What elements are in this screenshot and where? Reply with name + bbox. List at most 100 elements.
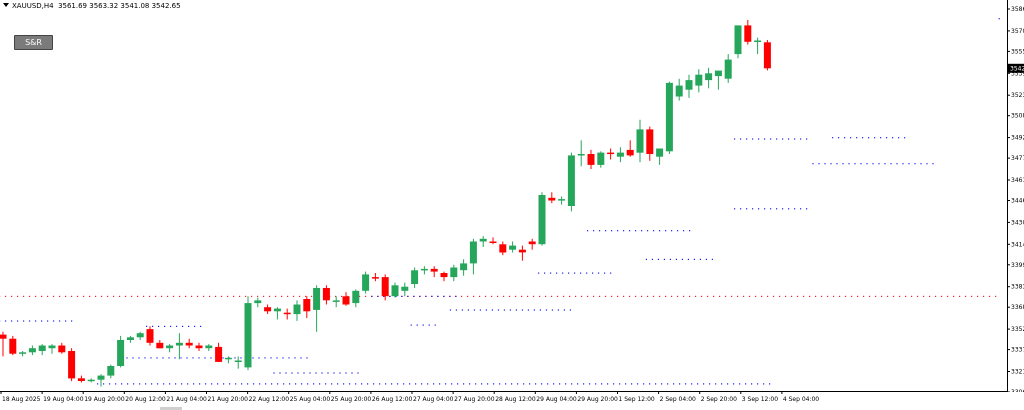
support-level: [410, 324, 436, 326]
candle: [754, 37, 762, 55]
candle: [283, 308, 291, 320]
time-tick-label: 28 Aug 12:00: [495, 396, 536, 403]
time-axis: 18 Aug 2025 19 Aug 04:00 19 Aug 20:00 20 Au…: [0, 391, 1007, 410]
candle: [234, 356, 242, 369]
current-price-marker: 3542: [1008, 63, 1024, 73]
support-level: [812, 163, 934, 165]
time-tick-label: 2 Sep 20:00: [701, 396, 737, 403]
time-tick-label: 19 Aug 20:00: [84, 396, 125, 403]
support-level: [449, 309, 571, 311]
candle: [322, 285, 330, 305]
candle: [303, 296, 311, 319]
candle: [244, 296, 252, 371]
candle: [38, 344, 46, 356]
price-tick-label: 3555: [1011, 48, 1024, 55]
candle: [352, 289, 360, 308]
candle: [734, 25, 742, 59]
symbol-timeframe: XAUUSD,H4: [12, 2, 54, 10]
time-tick-label: 20 Aug 12:00: [125, 396, 166, 403]
chart-area[interactable]: XAUUSD,H4 3561.69 3563.32 3541.08 3542.6…: [0, 0, 1007, 390]
candle: [97, 374, 105, 387]
candle: [685, 74, 693, 98]
candle: [117, 335, 125, 368]
time-tick-label: 25 Aug 04:00: [290, 396, 331, 403]
candle: [460, 259, 468, 276]
candle: [48, 344, 56, 354]
time-tick-label: 22 Aug 12:00: [249, 396, 290, 403]
candle: [577, 140, 585, 167]
candle: [646, 126, 654, 161]
candle: [342, 292, 350, 306]
resistance-level: [0, 295, 997, 297]
candle: [626, 140, 634, 157]
price-tick-label: 3321: [1011, 369, 1024, 376]
time-tick-label: 29 Aug 20:00: [577, 396, 618, 403]
price-tick-label: 3586: [1011, 6, 1024, 13]
candle: [58, 342, 66, 354]
candle: [675, 78, 683, 101]
candle: [205, 344, 213, 351]
price-tick-label: 3399: [1011, 262, 1024, 269]
candle: [175, 333, 183, 360]
candle: [724, 54, 732, 83]
candle: [558, 196, 566, 205]
candle: [714, 70, 722, 90]
support-level: [538, 272, 612, 274]
time-tick-label: 2 Sep 04:00: [660, 396, 696, 403]
support-level: [645, 258, 713, 260]
candle: [87, 378, 95, 383]
candle: [332, 296, 340, 308]
candle: [528, 238, 536, 250]
support-level: [371, 295, 457, 297]
time-tick-label: 21 Aug 04:00: [166, 396, 207, 403]
price-tick-label: 3508: [1011, 113, 1024, 120]
candle: [518, 245, 526, 261]
time-tick-label: 3 Sep 12:00: [742, 396, 778, 403]
candle: [381, 274, 389, 301]
candle: [185, 338, 193, 349]
current-price-label: 3542: [1010, 65, 1024, 72]
support-level: [146, 325, 202, 327]
support-level: [273, 372, 359, 374]
price-tick-label: 3539: [1011, 70, 1024, 77]
candle: [587, 149, 595, 169]
price-tick-label: 3461: [1011, 177, 1024, 184]
candle: [371, 273, 379, 282]
candle: [489, 237, 497, 245]
price-tick-label: 3446: [1011, 198, 1024, 205]
candle: [430, 266, 438, 278]
time-tick-label: 27 Aug 20:00: [454, 396, 495, 403]
sr-toggle-button[interactable]: S&R: [14, 35, 53, 50]
candle: [411, 267, 419, 288]
candle: [656, 148, 664, 165]
candle: [597, 151, 605, 168]
candle: [215, 342, 223, 362]
candle: [509, 241, 517, 253]
price-tick-label: 3337: [1011, 347, 1024, 354]
candle: [499, 241, 507, 256]
time-tick-label: 19 Aug 04:00: [43, 396, 84, 403]
candle: [763, 40, 771, 71]
price-tick-label: 3414: [1011, 241, 1024, 248]
time-tick-label: 25 Aug 20:00: [331, 396, 372, 403]
candle: [19, 351, 27, 357]
time-axis-scroll-marker[interactable]: [160, 407, 182, 410]
time-tick-label: 18 Aug 2025: [2, 396, 41, 403]
candle: [705, 67, 713, 89]
price-tick-label: 3430: [1011, 219, 1024, 226]
candle: [469, 238, 477, 275]
time-tick-label: 27 Aug 04:00: [413, 396, 454, 403]
dropdown-triangle-icon[interactable]: [3, 3, 9, 7]
candle: [107, 364, 115, 379]
candle: [313, 285, 321, 332]
candle: [77, 375, 85, 383]
candle: [195, 342, 203, 351]
candle: [450, 264, 458, 282]
candle: [548, 192, 556, 204]
candle: [362, 271, 370, 294]
price-tick-label: 3477: [1011, 155, 1024, 162]
